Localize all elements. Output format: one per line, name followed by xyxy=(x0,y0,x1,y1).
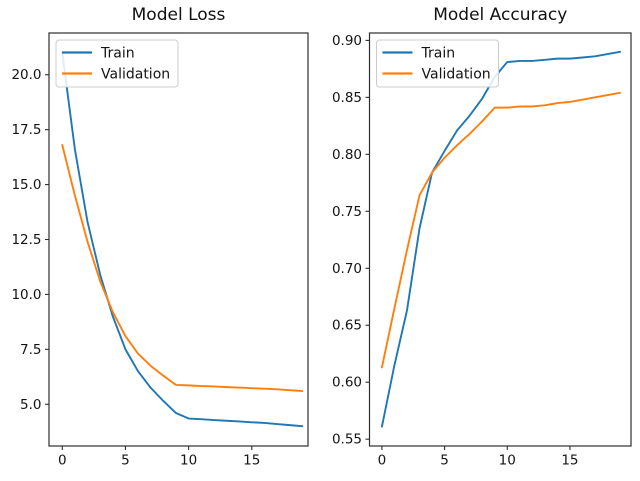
train-legend-label: Train xyxy=(421,46,456,62)
x-tick-label: 15 xyxy=(243,453,260,469)
y-tick-label: 7.5 xyxy=(20,342,41,358)
x-tick-label: 0 xyxy=(58,453,67,469)
legend: Train Validation xyxy=(55,39,179,88)
x-tick-label: 10 xyxy=(499,453,516,469)
validation-series-line xyxy=(61,144,304,393)
x-tick-label: 5 xyxy=(121,453,130,469)
loss-chart-title: Model Loss xyxy=(131,5,226,25)
train-series-line xyxy=(61,51,304,428)
model-accuracy-chart: 0.55 0.60 0.65 0.70 0.75 0.80 0.85 0.90 0 5 10 15 Tr… xyxy=(332,32,632,469)
y-tick-label: 0.55 xyxy=(332,432,362,448)
validation-series-line xyxy=(380,91,622,369)
y-tick-label: 0.85 xyxy=(332,90,362,106)
y-tick-label: 0.80 xyxy=(332,147,362,163)
x-tick-label: 0 xyxy=(378,453,387,469)
y-tick-label: 0.60 xyxy=(332,375,362,391)
y-tick-label: 0.75 xyxy=(332,204,362,220)
train-series-line xyxy=(380,50,622,428)
train-legend-label: Train xyxy=(100,46,135,62)
x-tick-label: 15 xyxy=(561,453,578,469)
y-tick-label: 0.70 xyxy=(332,261,362,277)
y-tick-label: 0.65 xyxy=(332,318,362,334)
validation-legend-label: Validation xyxy=(422,67,491,83)
x-tick-label: 5 xyxy=(440,453,449,469)
x-tick-label: 10 xyxy=(180,453,197,469)
accuracy-chart-title: Model Accuracy xyxy=(433,5,568,25)
y-tick-label: 10.0 xyxy=(11,287,41,303)
axes-frame xyxy=(368,32,632,447)
axes-frame xyxy=(48,32,309,447)
legend: Train Validation xyxy=(376,39,499,88)
validation-legend-label: Validation xyxy=(101,67,170,83)
y-tick-label: 5.0 xyxy=(20,397,41,413)
y-tick-label: 20.0 xyxy=(11,67,41,83)
y-tick-label: 15.0 xyxy=(11,177,41,193)
y-tick-label: 0.90 xyxy=(332,33,362,49)
y-tick-label: 12.5 xyxy=(11,232,41,248)
y-tick-label: 17.5 xyxy=(11,122,41,138)
model-loss-chart: 5.0 7.5 10.0 12.5 15.0 17.5 20.0 0 5 10 15 Train Val… xyxy=(11,32,309,469)
